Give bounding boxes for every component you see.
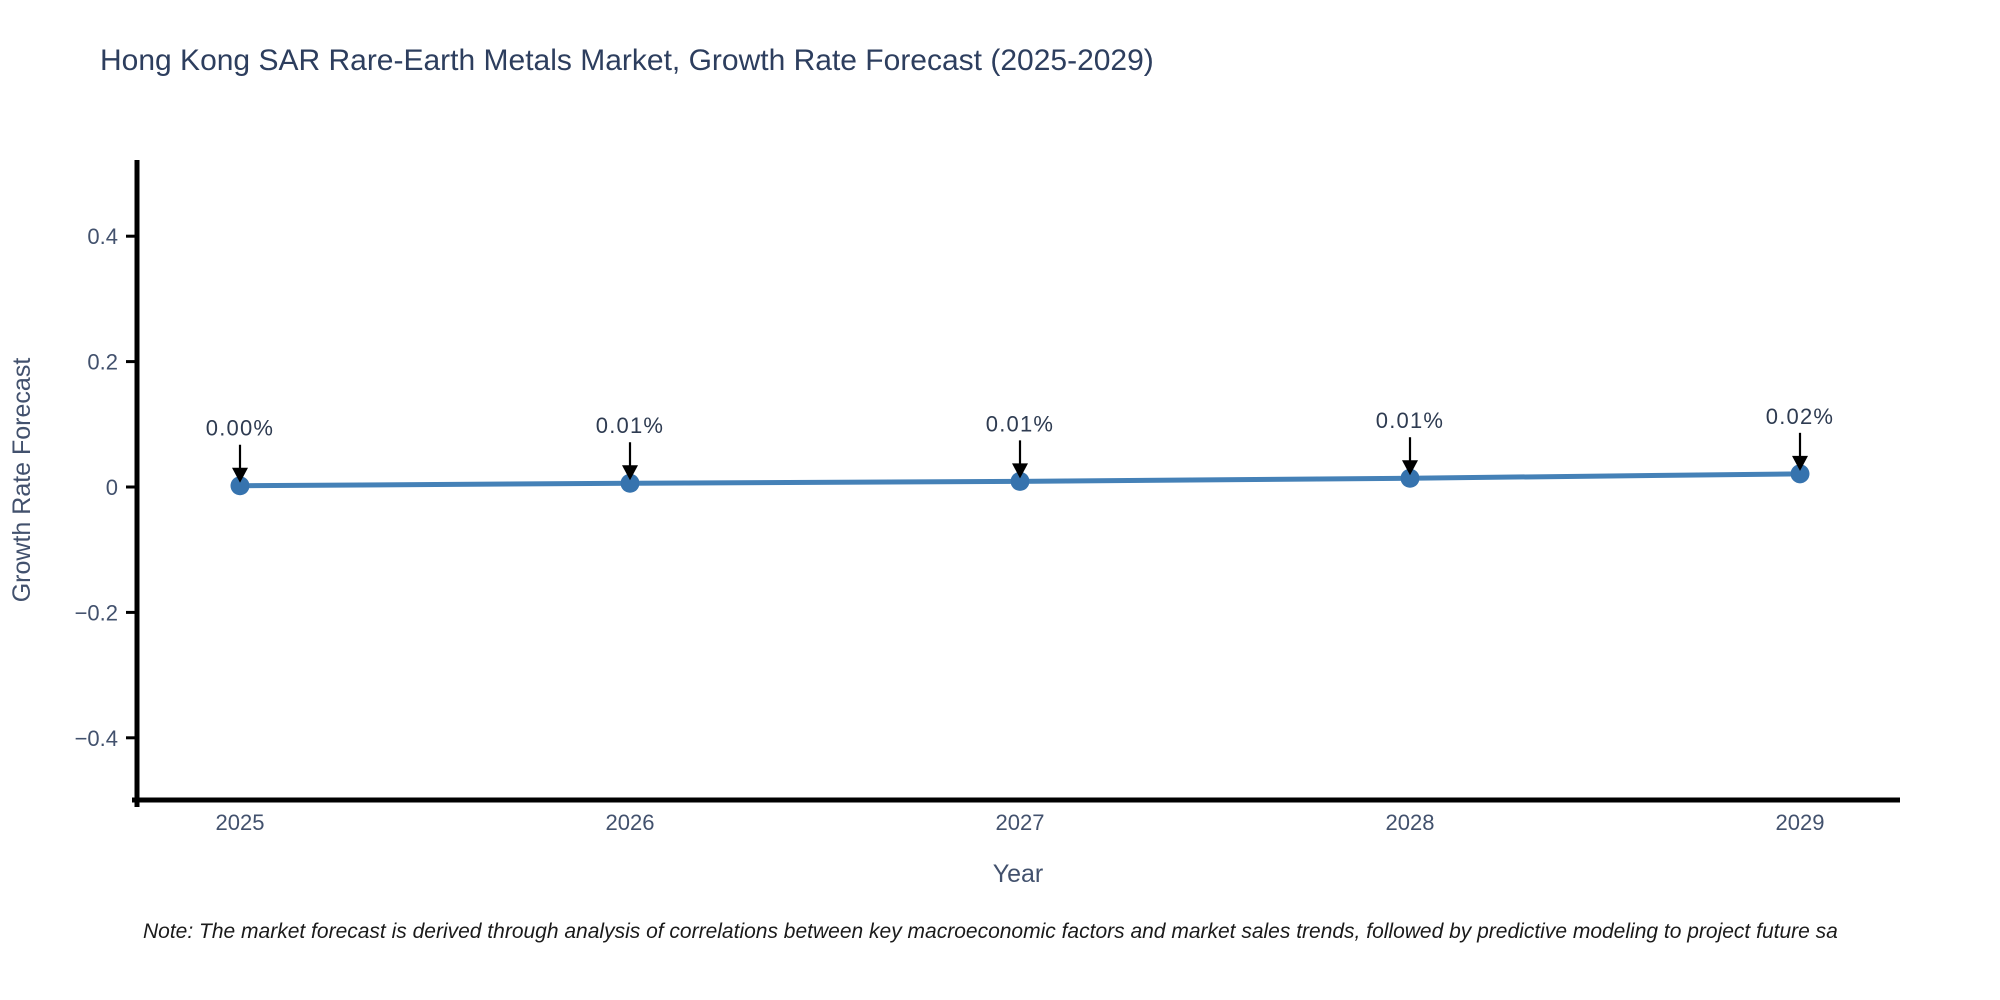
y-tick-label: −0.4	[75, 726, 118, 751]
annotation-arrowhead-icon	[1402, 460, 1418, 476]
x-tick-label: 2025	[216, 810, 265, 835]
annotation-arrowhead-icon	[1792, 455, 1808, 471]
point-value-label: 0.00%	[206, 416, 274, 441]
data-point-marker	[620, 473, 640, 493]
x-axis-title: Year	[993, 860, 1044, 888]
y-tick-label: 0.4	[87, 224, 118, 249]
annotation-arrowhead-icon	[1012, 463, 1028, 479]
annotation-arrowhead-icon	[622, 465, 638, 481]
footnote: Note: The market forecast is derived thr…	[143, 920, 1838, 943]
x-tick-label: 2026	[606, 810, 655, 835]
x-tick-label: 2029	[1776, 810, 1825, 835]
point-value-label: 0.01%	[986, 411, 1054, 436]
forecast-series	[230, 464, 1810, 496]
y-tick-label: −0.2	[75, 600, 118, 625]
chart-title: Hong Kong SAR Rare-Earth Metals Market, …	[100, 44, 1154, 77]
y-axis-ticks: 0.4 0.2 0 −0.2 −0.4	[75, 224, 137, 751]
x-axis-ticks: 2025 2026 2027 2028 2029	[216, 810, 1825, 835]
axes	[132, 160, 1900, 807]
y-tick-label: 0	[106, 475, 118, 500]
y-axis-title: Growth Rate Forecast	[8, 358, 36, 603]
data-point-marker	[1010, 471, 1030, 491]
point-value-label: 0.01%	[1376, 408, 1444, 433]
annotation-arrowhead-icon	[232, 467, 248, 483]
data-point-marker	[1790, 464, 1810, 484]
point-value-label: 0.02%	[1766, 404, 1834, 429]
data-point-marker	[1400, 468, 1420, 488]
y-tick-label: 0.2	[87, 350, 118, 375]
point-annotations: 0.00% 0.01% 0.01% 0.01% 0.02%	[206, 404, 1834, 483]
x-tick-label: 2028	[1386, 810, 1435, 835]
x-tick-label: 2027	[996, 810, 1045, 835]
data-point-marker	[230, 476, 250, 496]
point-value-label: 0.01%	[596, 413, 664, 438]
